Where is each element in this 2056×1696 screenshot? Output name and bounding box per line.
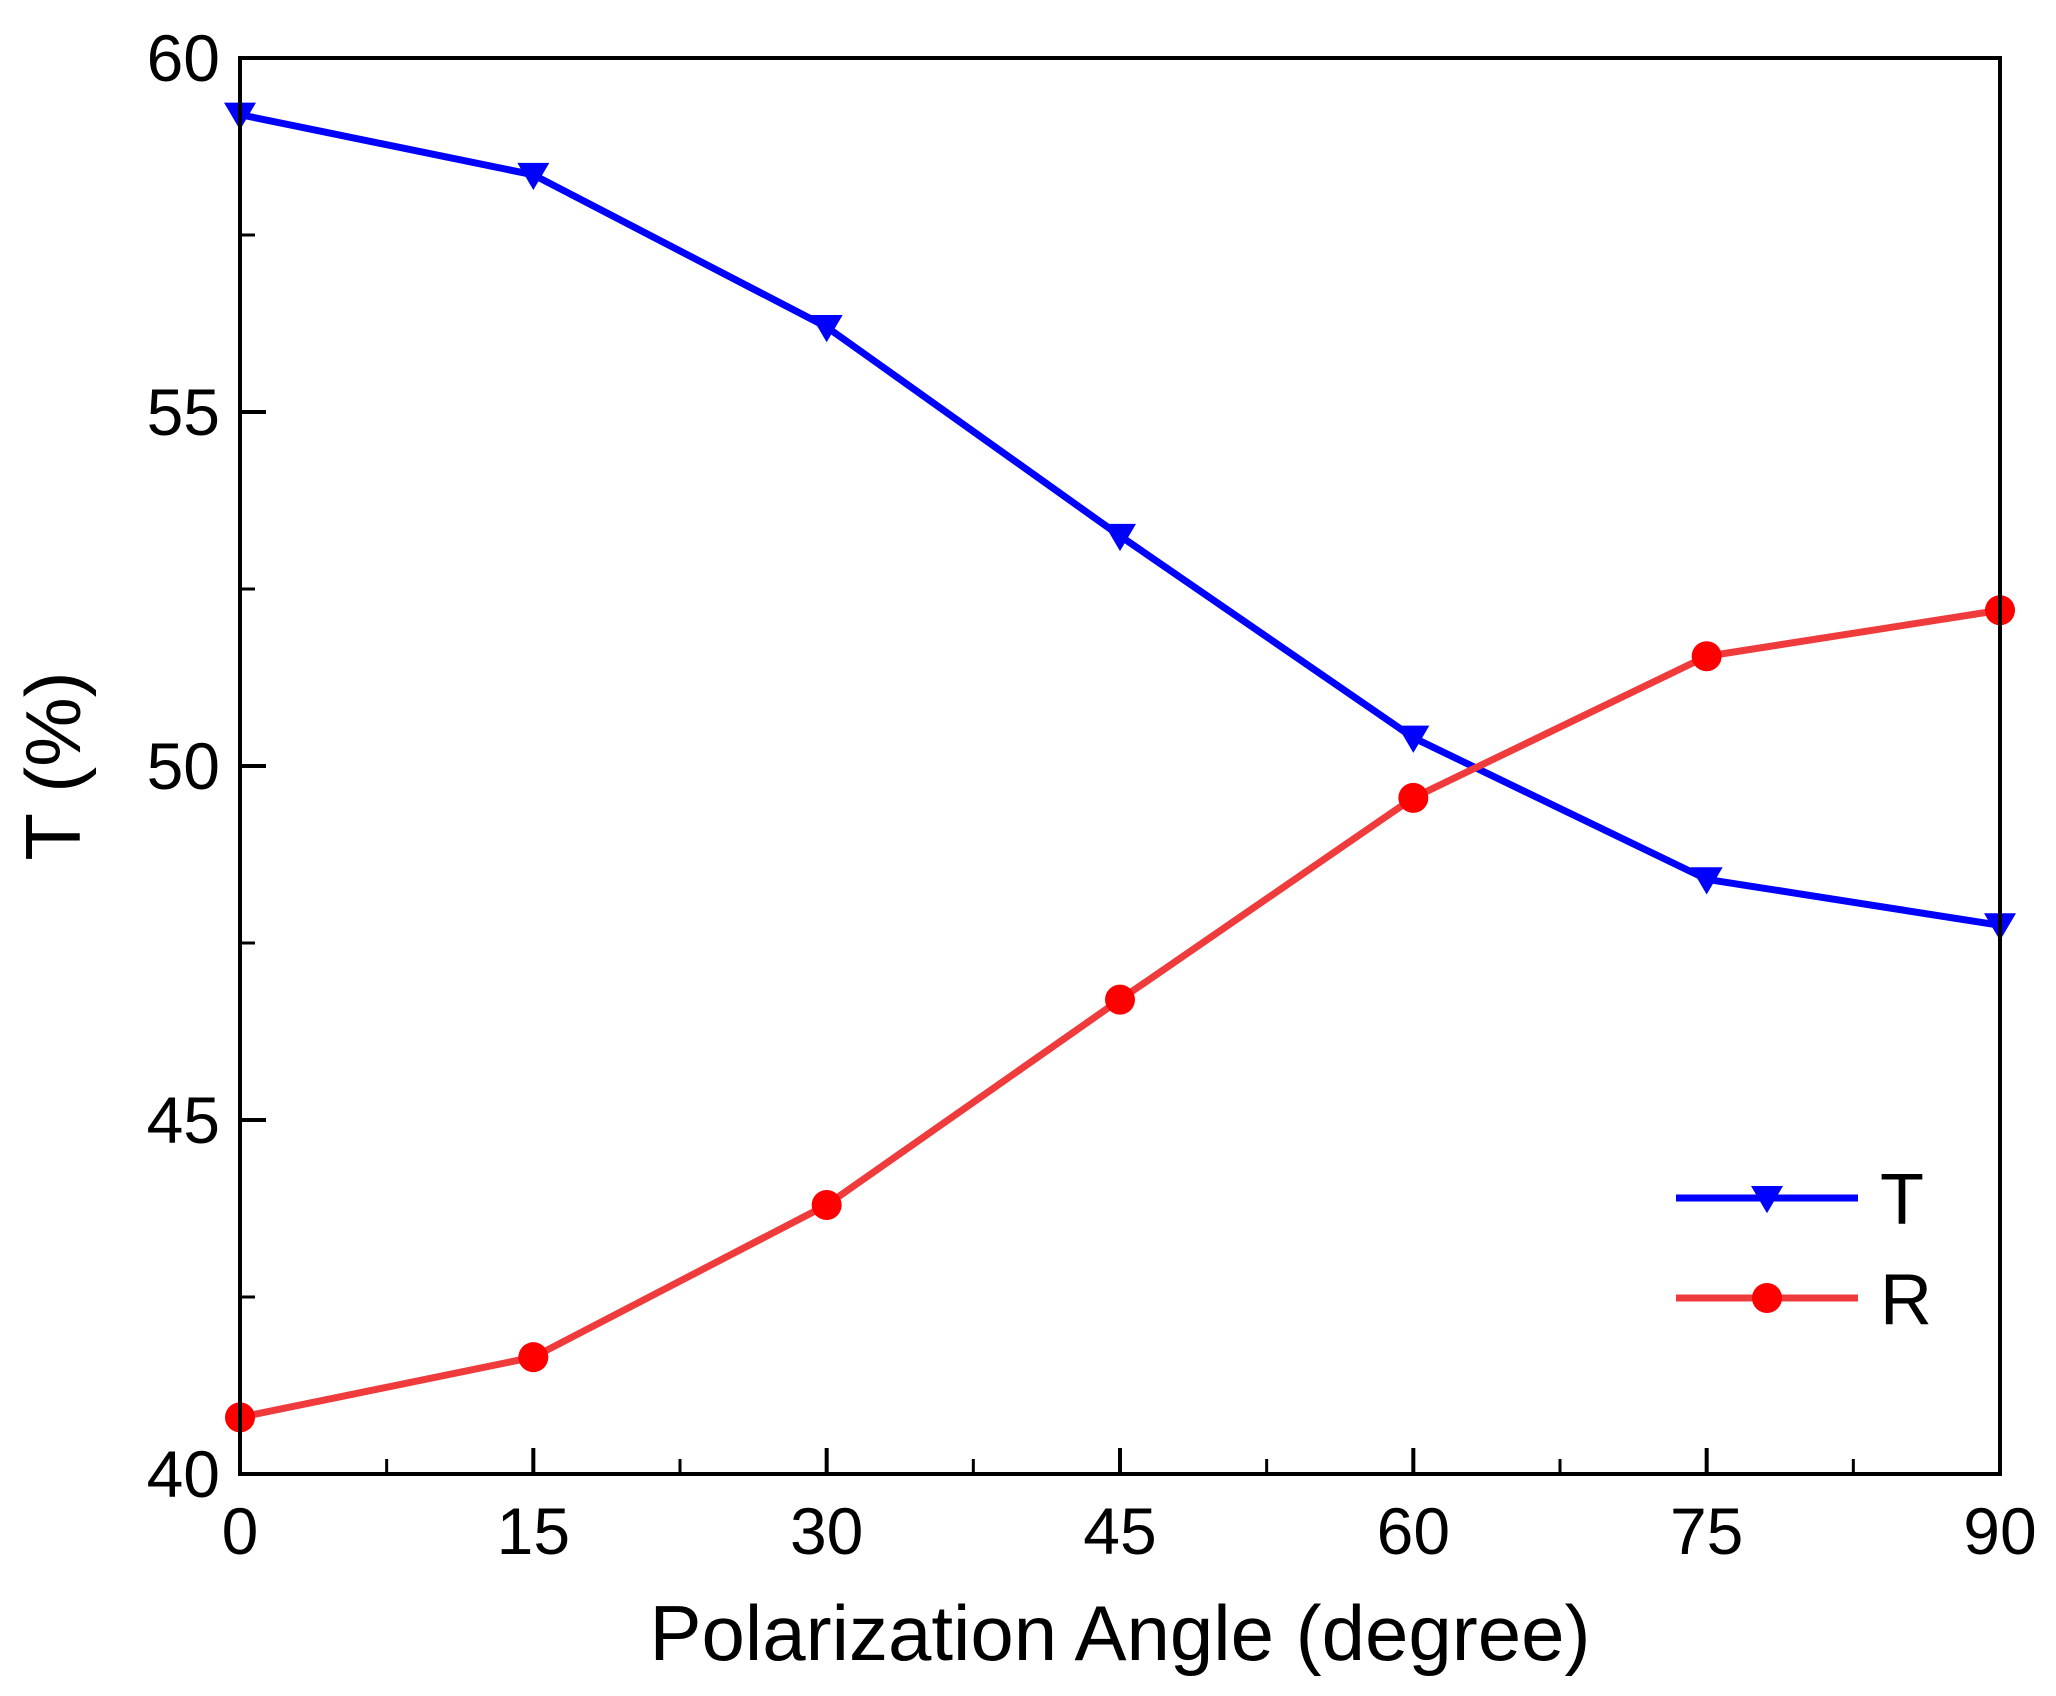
x-tick-label: 90	[1963, 1494, 2036, 1568]
x-tick-label: 30	[790, 1494, 863, 1568]
data-point-r	[811, 1189, 842, 1220]
axis-ticks	[238, 56, 2002, 1476]
data-point-t	[810, 315, 843, 343]
data-point-r	[1398, 782, 1429, 813]
x-tick-label: 45	[1083, 1494, 1156, 1568]
x-tick-label: 15	[497, 1494, 570, 1568]
plot-area-frame	[238, 56, 2002, 1476]
y-tick-label: 60	[147, 21, 220, 95]
legend-item-t: T	[1676, 1160, 1924, 1240]
x-axis-label: Polarization Angle (degree)	[650, 1589, 1591, 1677]
legend-item-r: R	[1676, 1260, 1932, 1340]
data-point-r	[1105, 984, 1135, 1015]
axis-tick-labels: 0 15 30 45 60 75 90 40 45 50 55 60	[147, 21, 2037, 1568]
data-point-t	[1104, 523, 1136, 552]
data-point-t	[1397, 725, 1430, 753]
data-point-t	[1690, 867, 1723, 895]
legend-marker-r	[1752, 1283, 1782, 1313]
y-tick-label: 40	[147, 1437, 220, 1511]
y-tick-label: 55	[147, 375, 220, 449]
legend-label-r: R	[1880, 1260, 1932, 1340]
x-tick-label: 0	[222, 1494, 259, 1568]
data-point-t	[517, 162, 550, 191]
y-tick-label: 50	[147, 729, 220, 803]
y-axis-label: T (%)	[9, 671, 97, 860]
data-point-r	[518, 1342, 549, 1373]
y-tick-label: 45	[147, 1083, 220, 1157]
data-point-r	[1691, 641, 1722, 672]
series-line-t	[239, 111, 2001, 929]
legend-marker-t	[1751, 1186, 1783, 1214]
legend-label-t: T	[1880, 1160, 1924, 1240]
x-tick-label: 60	[1377, 1494, 1450, 1568]
series-layer	[224, 102, 2016, 1433]
x-tick-label: 75	[1670, 1494, 1743, 1568]
legend: T R	[1676, 1160, 1932, 1340]
